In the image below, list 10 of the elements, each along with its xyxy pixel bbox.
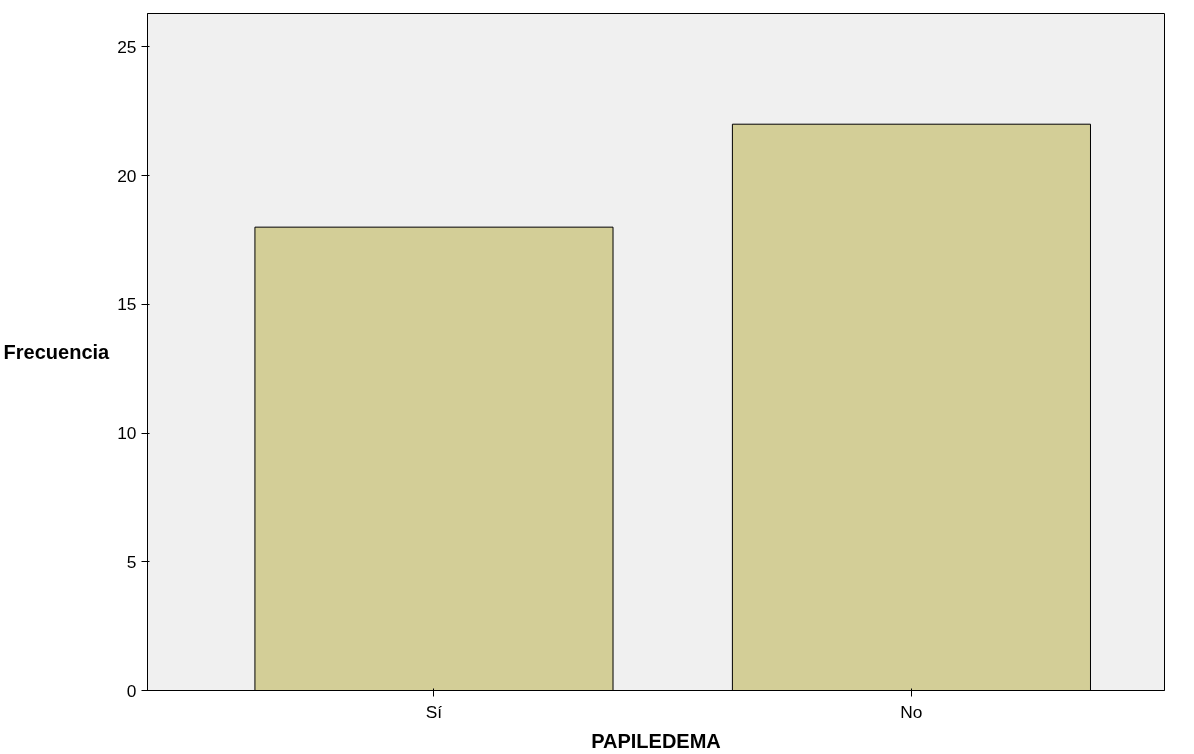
y-tick-label: 0 [126, 680, 137, 701]
y-tick-label: 25 [117, 36, 137, 57]
y-tick-label: 10 [117, 423, 137, 444]
x-tick-label: No [900, 701, 923, 722]
x-tick-label: Sí [425, 701, 443, 722]
y-axis-title: Frecuencia [3, 341, 111, 363]
y-tick-label: 5 [126, 551, 137, 572]
y-tick-label: 20 [117, 165, 137, 186]
y-tick-label: 15 [117, 294, 137, 315]
x-axis-title: PAPILEDEMA [591, 729, 721, 752]
